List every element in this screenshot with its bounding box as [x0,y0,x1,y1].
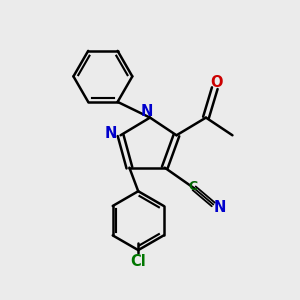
Text: N: N [140,103,153,118]
Text: C: C [188,180,197,193]
Text: N: N [214,200,226,215]
Text: Cl: Cl [130,254,146,269]
Text: O: O [210,75,223,90]
Text: N: N [105,126,117,141]
